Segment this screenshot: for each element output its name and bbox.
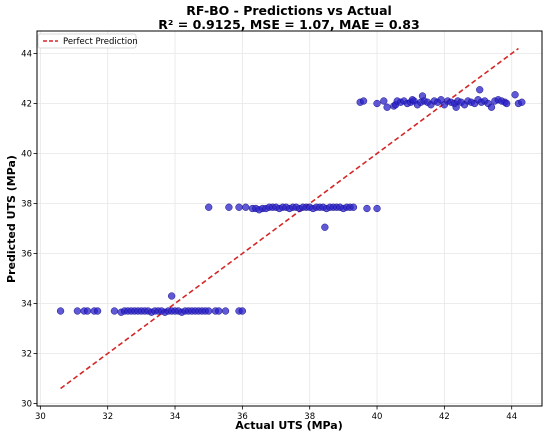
data-point (215, 307, 223, 315)
chart-title: RF-BO - Predictions vs Actual (186, 3, 392, 18)
x-axis-label: Actual UTS (MPa) (235, 419, 343, 432)
x-tick-label: 34 (170, 412, 181, 422)
plot-frame (36, 30, 543, 407)
x-tick-label: 32 (102, 412, 113, 422)
x-tick-label: 44 (506, 412, 517, 422)
data-point (373, 99, 381, 108)
data-point (363, 204, 371, 213)
scatter-points (56, 86, 526, 316)
x-tick-label: 38 (304, 412, 315, 422)
data-point (487, 103, 496, 111)
legend-box (37, 33, 137, 49)
y-axis-label: Predicted UTS (MPa) (5, 155, 18, 283)
x-tick-label: 40 (372, 412, 383, 422)
y-tick-label: 34 (21, 300, 32, 310)
legend-entry-perfect-prediction: Perfect Prediction (63, 37, 138, 47)
data-point (380, 97, 388, 105)
data-point (110, 307, 119, 315)
data-point (93, 307, 102, 315)
x-tick-label: 36 (237, 412, 248, 422)
data-point (518, 98, 526, 106)
data-point (242, 203, 250, 211)
y-tick-label: 42 (21, 100, 32, 110)
data-point (56, 307, 65, 315)
y-tick-label: 32 (21, 350, 32, 360)
data-point (321, 223, 329, 231)
y-tick-label: 40 (21, 150, 32, 160)
data-point (452, 103, 460, 111)
data-point (225, 203, 233, 211)
data-point (83, 307, 92, 315)
data-point (359, 97, 368, 105)
legend: Perfect Prediction (37, 33, 138, 49)
data-point (503, 99, 511, 108)
data-point (383, 103, 391, 111)
y-tick-label: 44 (21, 50, 32, 60)
data-point (205, 203, 213, 211)
y-tick-label: 30 (21, 400, 32, 410)
x-tick-label: 30 (35, 412, 46, 422)
y-axis-ticks: 30 32 34 36 38 40 42 44 (21, 50, 37, 410)
data-point (511, 91, 519, 99)
data-point (168, 292, 176, 300)
x-axis-ticks: 30 32 34 36 38 40 42 44 (35, 406, 517, 422)
data-point (205, 307, 213, 315)
data-point (73, 307, 82, 315)
grid-lines (37, 31, 542, 406)
data-point (238, 307, 247, 315)
y-tick-label: 38 (21, 200, 32, 210)
data-point (476, 86, 484, 94)
data-point (221, 307, 230, 315)
x-tick-label: 42 (439, 412, 450, 422)
chart-subtitle: R² = 0.9125, MSE = 1.07, MAE = 0.83 (158, 17, 419, 32)
data-point (373, 204, 381, 213)
data-point (349, 203, 358, 211)
data-point (235, 203, 243, 211)
y-tick-label: 36 (21, 250, 32, 260)
